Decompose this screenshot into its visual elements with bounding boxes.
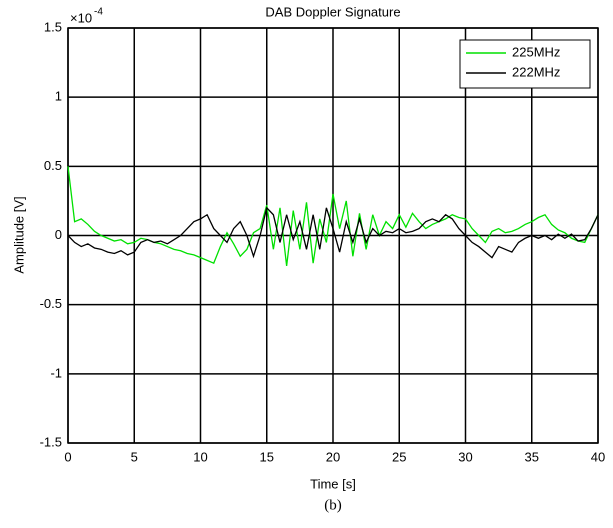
caption: (b) bbox=[324, 497, 342, 513]
y-tick-label: -0.5 bbox=[40, 296, 62, 311]
x-tick-label: 25 bbox=[392, 449, 406, 464]
y-tick-label: -1 bbox=[50, 365, 62, 380]
y-multiplier: ×10 bbox=[70, 10, 92, 25]
x-tick-label: 15 bbox=[260, 449, 274, 464]
legend-box bbox=[459, 39, 591, 89]
y-axis-label: Amplitude [V] bbox=[11, 196, 26, 273]
x-tick-label: 10 bbox=[193, 449, 207, 464]
legend-label: 225MHz bbox=[512, 44, 560, 59]
y-tick-label: 1 bbox=[55, 89, 62, 104]
x-tick-label: 0 bbox=[64, 449, 71, 464]
x-tick-label: 35 bbox=[525, 449, 539, 464]
x-tick-label: 40 bbox=[591, 449, 605, 464]
y-tick-label: -1.5 bbox=[40, 434, 62, 449]
legend-label: 222MHz bbox=[512, 64, 560, 79]
x-tick-label: 30 bbox=[458, 449, 472, 464]
series-line bbox=[67, 206, 599, 259]
y-tick-label: 0.5 bbox=[44, 158, 62, 173]
y-multiplier-exponent: -4 bbox=[94, 7, 103, 18]
x-tick-label: 5 bbox=[131, 449, 138, 464]
x-tick-label: 20 bbox=[326, 449, 340, 464]
y-tick-label: 0 bbox=[55, 227, 62, 242]
y-tick-label: 1.5 bbox=[44, 19, 62, 34]
chart-title: DAB Doppler Signature bbox=[265, 4, 400, 19]
series-line bbox=[67, 166, 599, 267]
x-axis-label: Time [s] bbox=[310, 476, 356, 491]
